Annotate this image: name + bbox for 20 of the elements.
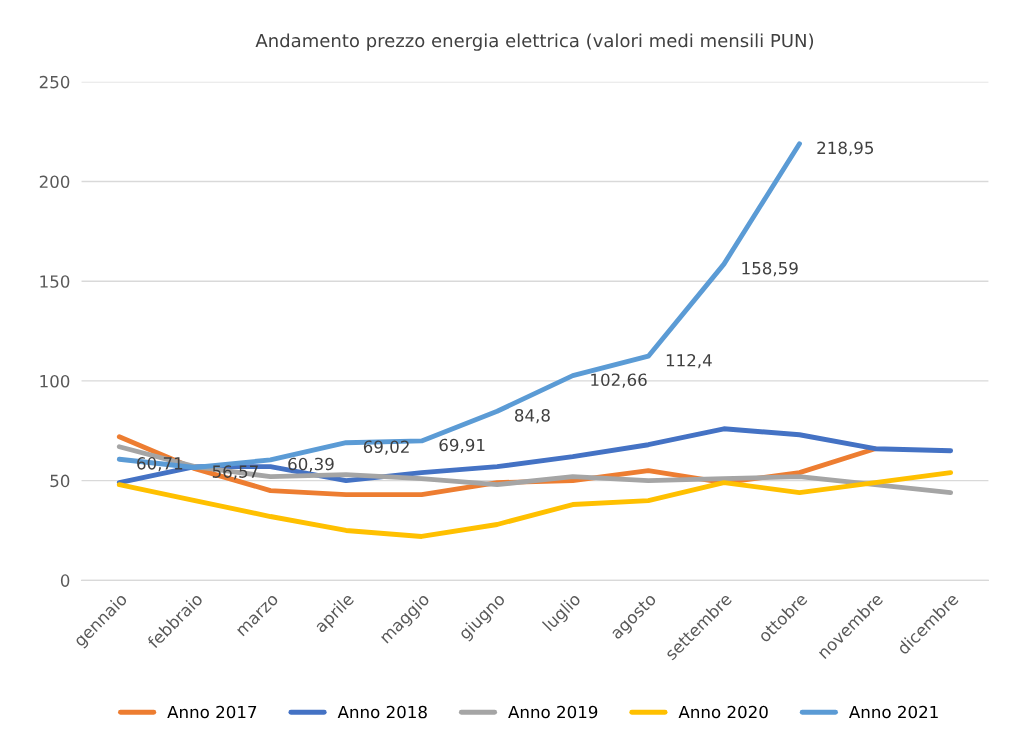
y-tick-label: 150	[40, 275, 70, 288]
y-tick-label: 250	[39, 75, 70, 89]
data-label: 84,8	[514, 409, 550, 424]
data-label: 218,95	[817, 141, 874, 156]
data-label: 102,66	[591, 373, 647, 388]
y-tick-label: 0	[60, 574, 70, 587]
data-label: 69,91	[439, 438, 485, 454]
data-label: 112,4	[666, 353, 712, 369]
y-tick-label: 100	[40, 374, 70, 388]
legend-label: Anno 2020	[678, 705, 768, 719]
data-label: 158,59	[742, 261, 798, 277]
data-label: 69,02	[363, 440, 409, 455]
legend-label: Anno 2019	[508, 705, 598, 719]
legend-label: Anno 2017	[167, 705, 257, 719]
legend-label: Anno 2018	[337, 705, 427, 719]
data-label: 60,39	[288, 457, 334, 472]
y-tick-label: 200	[39, 175, 70, 189]
y-tick-label: 50	[50, 474, 70, 488]
chart-title: Andamento prezzo energia elettrica (valori medi mensili PUN)	[255, 33, 814, 51]
legend-label: Anno 2021	[849, 705, 938, 719]
